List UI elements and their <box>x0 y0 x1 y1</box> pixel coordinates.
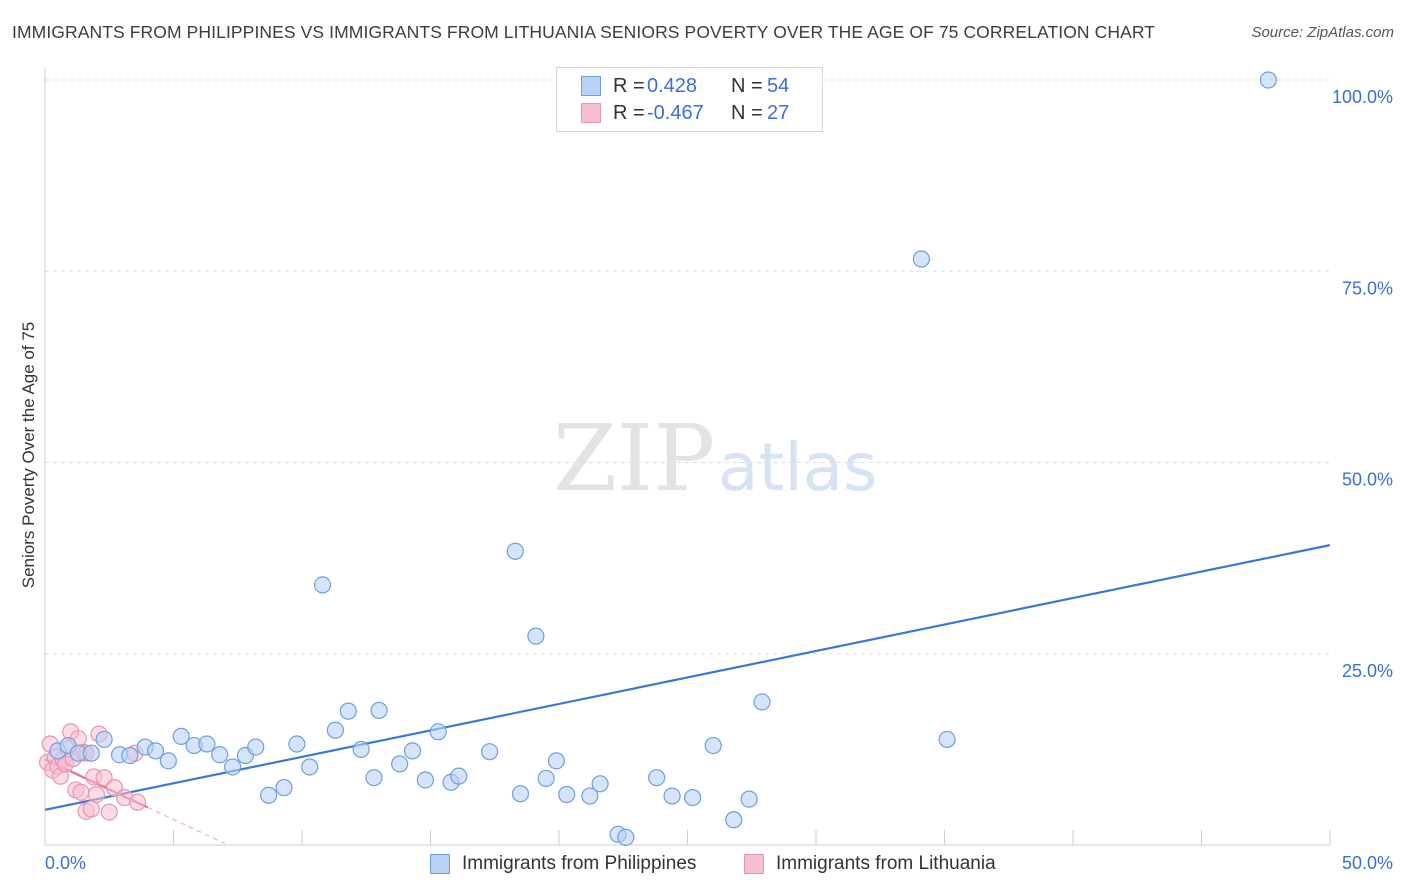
legend-n-label: N = <box>731 74 763 97</box>
legend-row-philippines: R = 0.428 N = 54 <box>581 73 789 99</box>
data-point-philippines <box>224 758 242 776</box>
trendline-philippines <box>44 544 1331 811</box>
data-point-philippines <box>391 755 409 773</box>
bottom-legend-philippines: Immigrants from Philippines <box>430 852 696 876</box>
bottom-legend-label: Immigrants from Philippines <box>462 853 697 874</box>
data-point-philippines <box>663 787 681 805</box>
data-point-philippines <box>82 744 100 762</box>
data-point-philippines <box>211 746 229 764</box>
data-point-lithuania <box>128 793 147 811</box>
legend-n-label: N = <box>731 101 763 124</box>
data-point-philippines <box>450 767 468 785</box>
data-point-philippines <box>581 787 599 805</box>
data-point-philippines <box>159 752 177 770</box>
data-point-philippines <box>370 701 388 719</box>
data-point-philippines <box>648 769 666 787</box>
data-point-philippines <box>537 769 555 788</box>
data-point-philippines <box>617 828 635 846</box>
data-point-lithuania <box>95 769 113 787</box>
y-tick-label: 25.0% <box>1342 661 1393 681</box>
x-tick-label: 0.0% <box>45 853 86 873</box>
watermark-atlas: atlas <box>718 429 878 506</box>
data-point-philippines <box>740 790 758 808</box>
data-point-philippines <box>527 627 545 645</box>
points-philippines <box>49 71 1277 846</box>
data-point-philippines <box>558 785 576 804</box>
data-point-philippines <box>684 788 702 807</box>
x-tick-label: 50.0% <box>1342 853 1393 873</box>
legend-row-lithuania: R = -0.467 N = 27 <box>581 100 789 126</box>
legend-r-value: 0.428 <box>647 74 698 97</box>
data-point-philippines <box>481 743 499 761</box>
data-point-philippines <box>506 542 524 560</box>
bottom-legend-lithuania: Immigrants from Lithuania <box>744 852 996 876</box>
source-label: Source: ZipAtlas.com <box>1251 24 1394 41</box>
data-point-philippines <box>591 775 609 793</box>
trendline-lithuania-extension <box>147 806 226 845</box>
legend-n-value: 54 <box>767 74 790 97</box>
data-point-lithuania <box>105 779 123 797</box>
data-point-philippines <box>704 736 722 755</box>
y-axis-label: Seniors Poverty Over the Age of 75 <box>19 322 38 588</box>
watermark-zip: ZIP <box>553 405 715 512</box>
data-point-philippines <box>339 702 357 720</box>
data-point-philippines <box>429 723 447 741</box>
legend-r-label: R = <box>613 74 645 97</box>
y-tick-label: 100.0% <box>1332 87 1393 107</box>
data-point-philippines <box>146 742 165 760</box>
data-point-philippines <box>247 738 265 756</box>
data-point-philippines <box>288 735 306 753</box>
data-point-philippines <box>275 779 293 797</box>
chart-title: IMMIGRANTS FROM PHILIPPINES VS IMMIGRANT… <box>12 22 1156 42</box>
legend-r-value: -0.467 <box>647 101 704 124</box>
tick-labels: 100.0% 75.0% 50.0% 25.0% 0.0% 50.0% <box>45 87 1393 873</box>
data-point-philippines <box>365 769 383 787</box>
legend-n-value: 27 <box>767 101 790 124</box>
legend-box: R = 0.428 N = 54 R = -0.467 N = 27 <box>556 67 823 132</box>
y-tick-label: 50.0% <box>1342 470 1393 490</box>
bottom-legend-swatch-blue <box>430 854 450 874</box>
legend-swatch-blue <box>581 76 601 96</box>
axes <box>44 68 1331 846</box>
data-point-philippines <box>352 740 370 758</box>
data-point-philippines <box>938 730 956 749</box>
grid-lines <box>45 79 1330 655</box>
y-tick-label: 75.0% <box>1342 278 1393 298</box>
points-lithuania <box>38 723 147 821</box>
data-point-philippines <box>172 727 190 745</box>
data-point-lithuania <box>82 800 100 818</box>
data-point-philippines <box>753 693 771 711</box>
data-point-philippines <box>95 730 113 749</box>
bottom-legend-swatch-pink <box>744 854 764 874</box>
bottom-legend-label: Immigrants from Lithuania <box>776 853 996 874</box>
data-point-philippines <box>416 771 434 789</box>
data-point-philippines <box>912 250 930 268</box>
watermark: ZIP atlas <box>553 405 878 512</box>
legend-r-label: R = <box>613 101 645 124</box>
data-point-philippines <box>725 811 743 829</box>
data-point-philippines <box>301 758 319 776</box>
data-point-philippines <box>1259 71 1277 89</box>
data-point-philippines <box>259 786 278 804</box>
data-point-lithuania <box>87 785 106 804</box>
data-point-philippines <box>198 735 216 753</box>
legend-swatch-pink <box>581 103 601 123</box>
data-point-philippines <box>547 752 566 770</box>
data-point-lithuania <box>100 803 118 821</box>
data-point-lithuania <box>72 783 90 801</box>
data-point-philippines <box>313 576 332 594</box>
data-point-philippines <box>326 721 345 739</box>
data-point-philippines <box>403 742 422 760</box>
data-point-philippines <box>511 785 530 803</box>
data-point-philippines <box>121 746 139 765</box>
